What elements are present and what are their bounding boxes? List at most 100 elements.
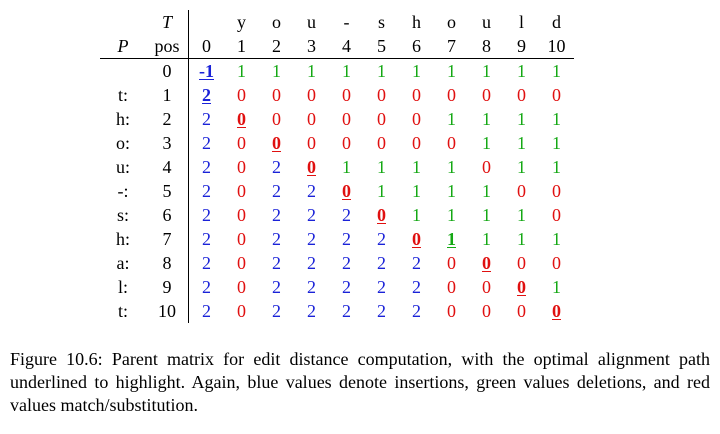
matrix-cell: 1 — [399, 155, 434, 179]
matrix-cell: 0 — [224, 131, 259, 155]
cell-value: 2 — [202, 229, 211, 249]
cell-value: 2 — [412, 277, 421, 297]
matrix-cell: 2 — [188, 227, 224, 251]
cell-value: 1 — [307, 61, 316, 81]
matrix-cell: 0 — [469, 275, 504, 299]
cell-value: 1 — [447, 157, 456, 177]
matrix-cell: 2 — [329, 275, 364, 299]
cell-value: 1 — [552, 109, 561, 129]
cell-value: 0 — [377, 133, 386, 153]
col-position-header: 2 — [259, 34, 294, 59]
cell-value: 1 — [342, 157, 351, 177]
matrix-cell-optimal-path: 0 — [399, 227, 434, 251]
matrix-cell: 0 — [294, 107, 329, 131]
matrix-cell: 2 — [188, 203, 224, 227]
col-position-header: 0 — [188, 34, 224, 59]
cell-value: 0 — [342, 181, 351, 201]
cell-value: 2 — [272, 181, 281, 201]
text-char-header: - — [343, 12, 350, 32]
matrix-cell: 0 — [224, 155, 259, 179]
cell-value: 2 — [307, 277, 316, 297]
cell-value: 0 — [412, 133, 421, 153]
matrix-cell: 1 — [259, 59, 294, 84]
cell-value: 0 — [552, 253, 561, 273]
cell-value: 1 — [552, 61, 561, 81]
matrix-cell: 0 — [434, 275, 469, 299]
matrix-cell: 2 — [294, 203, 329, 227]
matrix-cell-optimal-path: 0 — [504, 275, 539, 299]
col-position-header: 4 — [329, 34, 364, 59]
matrix-cell: 1 — [504, 131, 539, 155]
matrix-cell: 2 — [364, 227, 399, 251]
cell-value: 1 — [377, 157, 386, 177]
cell-value: 0 — [482, 277, 491, 297]
matrix-row: a: 8 2 0 2 2 2 2 2 0 0 0 0 — [100, 251, 574, 275]
cell-value: 1 — [517, 109, 526, 129]
cell-value: 1 — [552, 229, 561, 249]
cell-value: 0 — [412, 109, 421, 129]
matrix-cell: 2 — [329, 227, 364, 251]
cell-value: 0 — [517, 277, 526, 297]
matrix-cell: 1 — [399, 203, 434, 227]
cell-value: 0 — [237, 301, 246, 321]
matrix-cell: 1 — [504, 155, 539, 179]
cell-value: 2 — [202, 133, 211, 153]
pattern-char-label: u: — [115, 157, 130, 177]
matrix-cell: 2 — [259, 227, 294, 251]
header-row-positions: P pos 0 1 2 3 4 5 6 7 8 9 10 — [100, 34, 574, 59]
matrix-cell: 2 — [294, 179, 329, 203]
matrix-cell: 0 — [224, 299, 259, 323]
cell-value: 0 — [377, 85, 386, 105]
matrix-cell: 0 — [364, 107, 399, 131]
cell-value: 0 — [412, 85, 421, 105]
cell-value: 0 — [237, 109, 246, 129]
pattern-char-label: t: — [117, 85, 128, 105]
matrix-cell: 1 — [434, 203, 469, 227]
matrix-row: t: 10 2 0 2 2 2 2 2 0 0 0 0 — [100, 299, 574, 323]
figure-caption: Figure 10.6: Parent matrix for edit dist… — [10, 349, 710, 415]
cell-value: 0 — [272, 85, 281, 105]
cell-value: 1 — [272, 61, 281, 81]
cell-value: 0 — [377, 205, 386, 225]
col-position-header: 9 — [504, 34, 539, 59]
matrix-cell: 1 — [539, 227, 574, 251]
matrix-cell: 0 — [504, 299, 539, 323]
pattern-char-label: a: — [116, 253, 130, 273]
matrix-cell: 0 — [469, 83, 504, 107]
matrix-cell: 2 — [188, 107, 224, 131]
matrix-cell: 1 — [469, 227, 504, 251]
matrix-cell: 0 — [469, 299, 504, 323]
matrix-cell: 0 — [469, 155, 504, 179]
cell-value: 1 — [447, 61, 456, 81]
cell-value: 1 — [552, 133, 561, 153]
matrix-cell: 1 — [329, 59, 364, 84]
pattern-char-label: t: — [117, 301, 128, 321]
matrix-cell-optimal-path: 0 — [469, 251, 504, 275]
matrix-cell: 0 — [224, 227, 259, 251]
cell-value: 0 — [482, 157, 491, 177]
text-char-header: y — [237, 12, 246, 32]
matrix-cell: 1 — [469, 131, 504, 155]
col-position-header: 8 — [469, 34, 504, 59]
cell-value: 0 — [237, 157, 246, 177]
cell-value: 1 — [482, 109, 491, 129]
cell-value: 2 — [272, 277, 281, 297]
matrix-cell: 1 — [399, 59, 434, 84]
cell-value: 0 — [237, 277, 246, 297]
cell-value: 0 — [342, 133, 351, 153]
row-position-label: 8 — [162, 253, 172, 273]
matrix-row: l: 9 2 0 2 2 2 2 2 0 0 0 1 — [100, 275, 574, 299]
matrix-cell: 0 — [224, 83, 259, 107]
pattern-char-label: o: — [115, 133, 130, 153]
row-position-label: 9 — [162, 277, 172, 297]
cell-value: 1 — [517, 61, 526, 81]
matrix-cell: 2 — [294, 251, 329, 275]
matrix-cell: 0 — [504, 83, 539, 107]
matrix-cell: 2 — [364, 299, 399, 323]
cell-value: 1 — [517, 229, 526, 249]
matrix-cell: 0 — [504, 251, 539, 275]
matrix-cell: 2 — [399, 275, 434, 299]
cell-value: 1 — [517, 157, 526, 177]
cell-value: 2 — [272, 205, 281, 225]
matrix-cell: 1 — [504, 203, 539, 227]
